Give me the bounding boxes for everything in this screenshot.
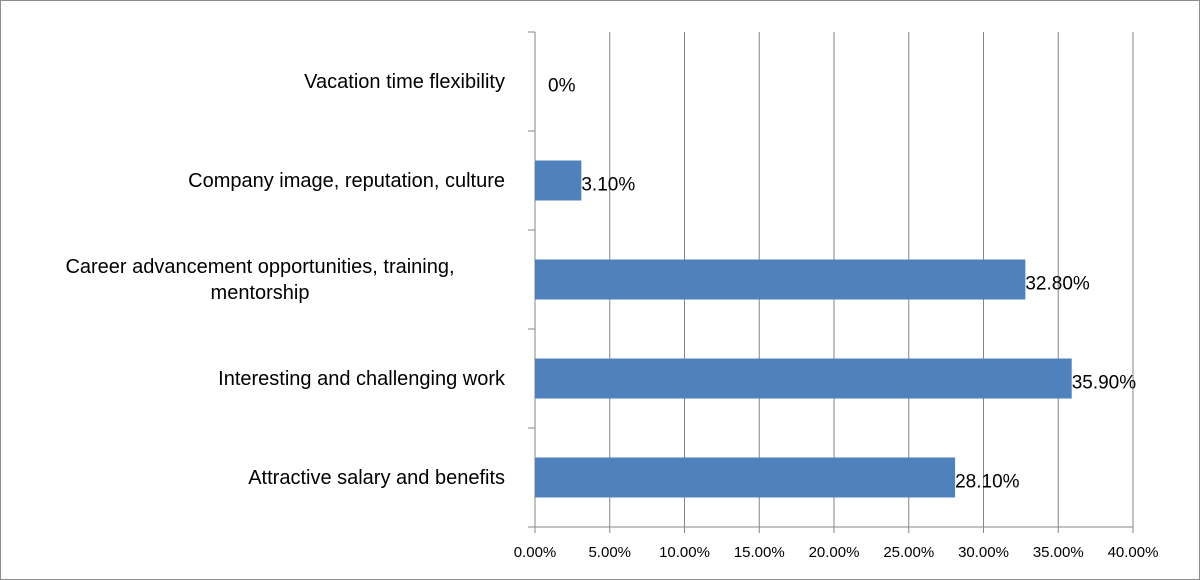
x-tick-label: 30.00% <box>958 544 1009 561</box>
x-tick-label: 35.00% <box>1033 544 1084 561</box>
value-label: 3.10% <box>581 175 635 196</box>
x-tick-label: 0.00% <box>514 544 557 561</box>
bar <box>535 457 956 498</box>
x-tick-label: 15.00% <box>734 544 785 561</box>
bar <box>535 358 1072 399</box>
y-tick-label: Interesting and challenging work <box>218 367 505 390</box>
value-label: 28.10% <box>955 472 1020 493</box>
y-tick-label: Attractive salary and benefits <box>248 466 505 489</box>
x-tick-label: 25.00% <box>883 544 934 561</box>
value-label: 35.90% <box>1072 373 1137 394</box>
x-tick-label: 5.00% <box>588 544 631 561</box>
y-tick-label: Company image, reputation, culture <box>188 169 505 192</box>
x-tick-label: 40.00% <box>1108 544 1159 561</box>
value-label: 0% <box>548 76 576 97</box>
x-tick-label: 20.00% <box>809 544 860 561</box>
y-tick-label: Career advancement opportunities, traini… <box>65 255 455 304</box>
value-label: 32.80% <box>1025 274 1090 295</box>
y-tick-label: Vacation time flexibility <box>304 70 505 93</box>
x-tick-label: 10.00% <box>659 544 710 561</box>
bar <box>535 259 1026 300</box>
bar <box>535 160 582 201</box>
